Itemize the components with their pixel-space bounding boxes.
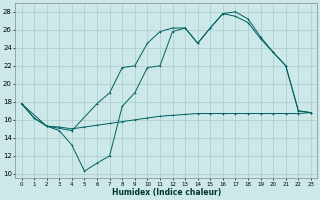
X-axis label: Humidex (Indice chaleur): Humidex (Indice chaleur) <box>112 188 221 197</box>
